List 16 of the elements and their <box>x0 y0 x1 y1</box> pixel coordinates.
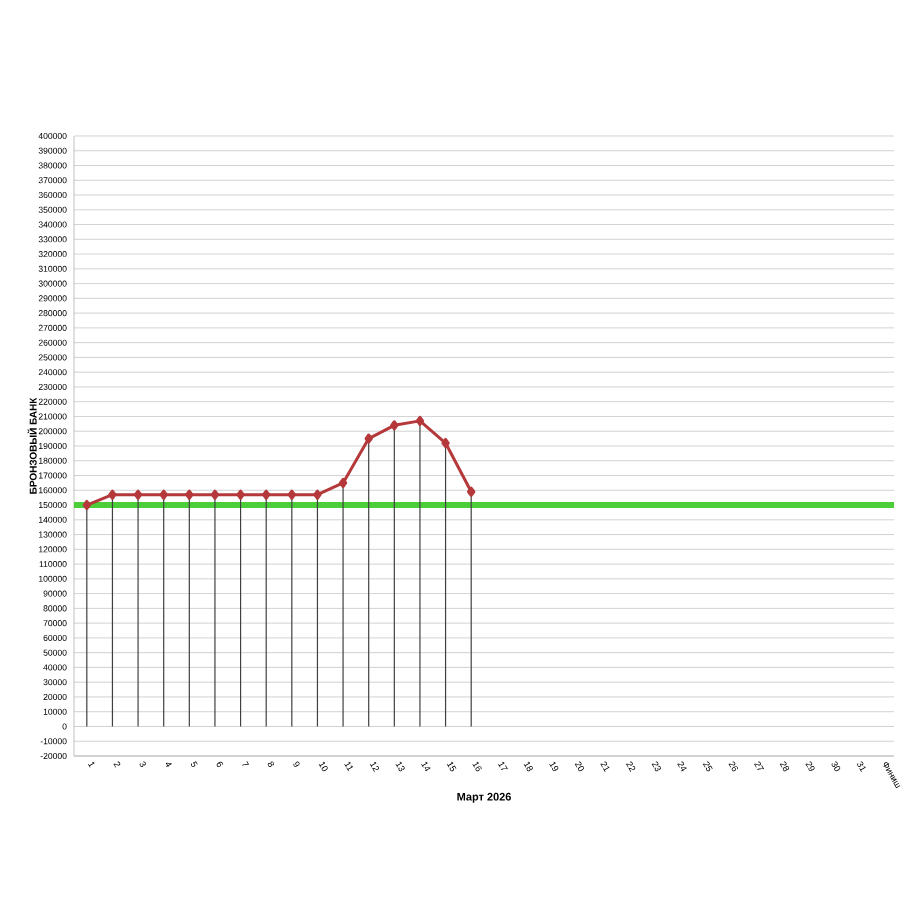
point <box>287 489 297 500</box>
point <box>313 489 322 500</box>
point <box>185 489 194 500</box>
point <box>467 486 476 497</box>
point <box>390 420 399 431</box>
point <box>159 489 168 500</box>
point <box>133 489 143 500</box>
point <box>210 489 220 500</box>
point <box>82 499 91 511</box>
point <box>338 477 348 488</box>
point <box>108 489 117 500</box>
point <box>364 433 373 444</box>
point <box>262 489 271 500</box>
point <box>236 489 245 500</box>
point <box>441 437 450 449</box>
point <box>415 415 425 426</box>
